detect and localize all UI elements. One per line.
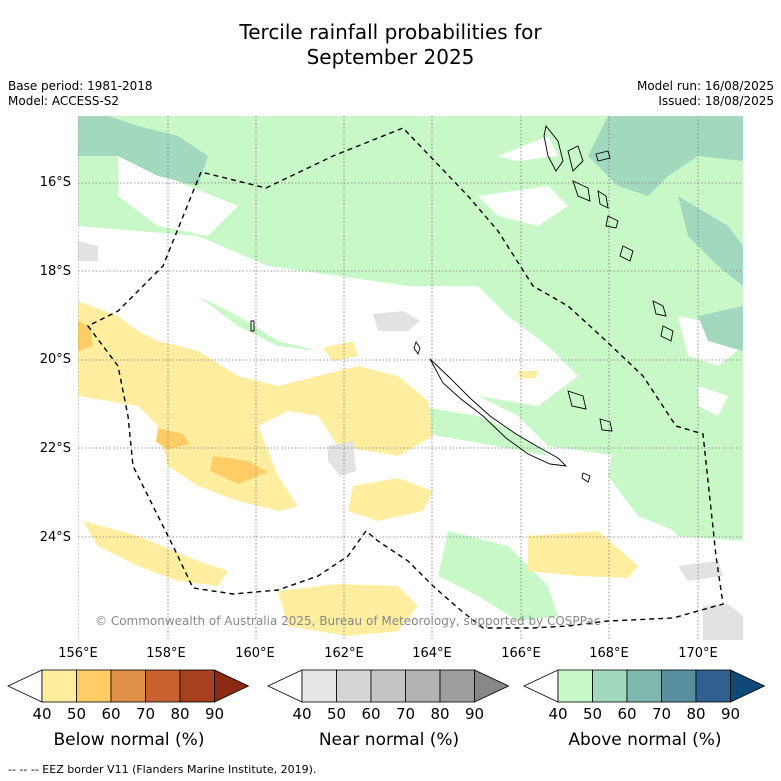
meta-right: Model run: 16/08/2025 Issued: 18/08/2025 bbox=[637, 79, 774, 109]
colorbar-above-segment bbox=[695, 669, 731, 703]
coastlines bbox=[250, 124, 674, 483]
colorbar-near-normal bbox=[267, 669, 510, 703]
colorbar-below-segment bbox=[110, 669, 146, 703]
colorbar-near-high-arrow bbox=[474, 669, 510, 703]
colorbar-near-tick: 70 bbox=[395, 705, 416, 723]
colorbar-title-above: Above normal (%) bbox=[568, 730, 722, 750]
colorbar-above-low-arrow bbox=[523, 669, 559, 703]
colorbar-near-tick: 80 bbox=[430, 705, 450, 723]
colorbar-below-normal bbox=[7, 669, 250, 703]
colorbar-near-segment bbox=[370, 669, 406, 703]
meta-left: Base period: 1981-2018 Model: ACCESS-S2 bbox=[8, 79, 153, 109]
map-title: Tercile rainfall probabilities for Septe… bbox=[0, 20, 781, 70]
model-name: Model: ACCESS-S2 bbox=[8, 94, 120, 108]
colorbar-above-tick: 80 bbox=[686, 705, 706, 723]
colorbar-title-below: Below normal (%) bbox=[53, 730, 205, 750]
colorbar-above-tick: 90 bbox=[720, 705, 741, 723]
colorbar-above-tick: 60 bbox=[617, 705, 637, 723]
eez-footnote: -- -- -- EEZ border V11 (Flanders Marine… bbox=[8, 763, 317, 776]
base-period: Base period: 1981-2018 bbox=[8, 79, 153, 93]
lat-label-22s: 22°S bbox=[39, 441, 71, 456]
colorbar-near-segment bbox=[439, 669, 475, 703]
eez-border bbox=[86, 127, 724, 629]
model-run: Model run: 16/08/2025 bbox=[636, 79, 774, 93]
lat-label-20s: 20°S bbox=[39, 352, 71, 367]
title-line-2: September 2025 bbox=[306, 45, 475, 69]
colorbar-near-tick: 40 bbox=[292, 705, 312, 723]
lon-label-162e: 162°E bbox=[324, 646, 364, 661]
colorbar-below-tick: 80 bbox=[170, 705, 190, 723]
lat-label-16s: 16°S bbox=[39, 175, 71, 190]
colorbar-near-segment bbox=[301, 669, 337, 703]
colorbar-near-tick: 60 bbox=[361, 705, 381, 723]
colorbar-near-tick: 50 bbox=[326, 705, 347, 723]
colorbar-below-tick: 60 bbox=[101, 705, 121, 723]
lon-label-158e: 158°E bbox=[146, 646, 186, 661]
colorbar-above-segment bbox=[557, 669, 593, 703]
colorbar-above-segment bbox=[626, 669, 662, 703]
colorbar-above-normal bbox=[523, 669, 766, 703]
graticule bbox=[78, 116, 743, 640]
lon-label-156e: 156°E bbox=[58, 646, 98, 661]
title-line-1: Tercile rainfall probabilities for bbox=[239, 20, 542, 44]
colorbar-below-tick: 70 bbox=[135, 705, 156, 723]
issued-date: Issued: 18/08/2025 bbox=[658, 94, 774, 108]
lat-label-24s: 24°S bbox=[39, 530, 71, 545]
colorbar-below-segment bbox=[76, 669, 112, 703]
colorbar-near-low-arrow bbox=[267, 669, 303, 703]
lon-label-164e: 164°E bbox=[412, 646, 452, 661]
colorbar-above-tick: 50 bbox=[582, 705, 603, 723]
lon-label-168e: 168°E bbox=[589, 646, 629, 661]
colorbar-above-tick: 40 bbox=[548, 705, 568, 723]
copyright-notice: © Commonwealth of Australia 2025, Bureau… bbox=[95, 614, 601, 628]
below-normal-region bbox=[78, 301, 638, 636]
colorbar-below-low-arrow bbox=[7, 669, 43, 703]
colorbar-legend bbox=[7, 669, 766, 703]
colorbar-below-tick: 40 bbox=[32, 705, 52, 723]
colorbar-below-segment bbox=[145, 669, 181, 703]
colorbar-title-near: Near normal (%) bbox=[318, 730, 460, 750]
above-normal-50-60-region bbox=[78, 116, 743, 351]
colorbar-above-tick: 70 bbox=[651, 705, 672, 723]
lat-label-18s: 18°S bbox=[39, 264, 71, 279]
rainfall-probability-map bbox=[78, 116, 743, 640]
colorbar-above-high-arrow bbox=[730, 669, 766, 703]
colorbar-near-tick: 90 bbox=[464, 705, 485, 723]
colorbar-above-segment bbox=[592, 669, 628, 703]
colorbar-below-tick: 90 bbox=[204, 705, 225, 723]
colorbar-near-segment bbox=[405, 669, 441, 703]
lon-label-166e: 166°E bbox=[501, 646, 541, 661]
lon-label-160e: 160°E bbox=[235, 646, 275, 661]
colorbar-above-segment bbox=[661, 669, 697, 703]
near-normal-region bbox=[78, 241, 743, 640]
colorbar-below-segment bbox=[179, 669, 215, 703]
colorbar-below-high-arrow bbox=[214, 669, 250, 703]
colorbar-below-segment bbox=[41, 669, 77, 703]
colorbar-below-tick: 50 bbox=[66, 705, 87, 723]
colorbar-near-segment bbox=[336, 669, 372, 703]
lon-label-170e: 170°E bbox=[678, 646, 718, 661]
